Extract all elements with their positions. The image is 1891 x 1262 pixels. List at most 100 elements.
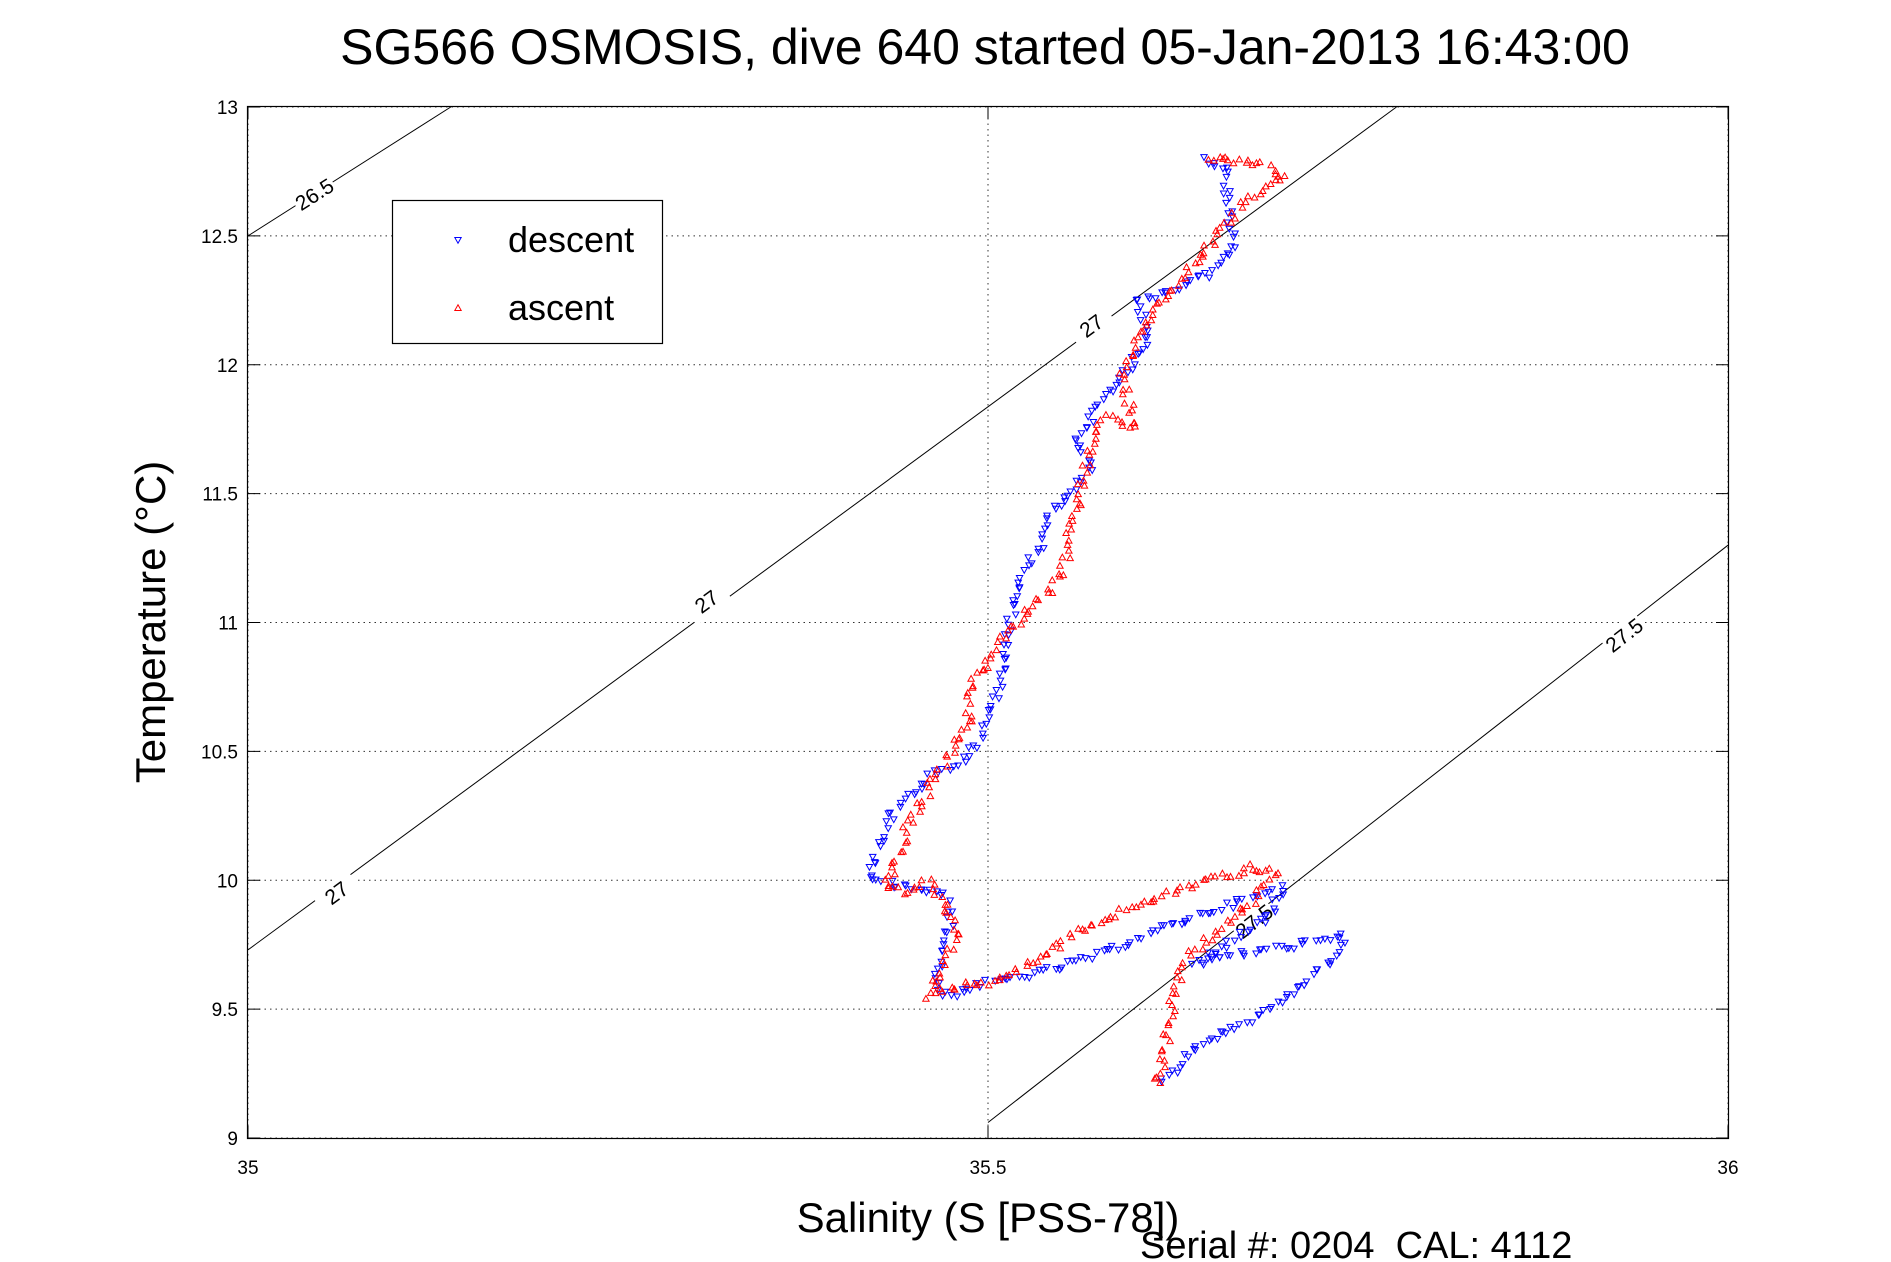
ascent-point — [1079, 476, 1088, 484]
descent-point — [1225, 251, 1234, 260]
ascent-point — [1171, 989, 1181, 997]
ascent-point — [1064, 536, 1073, 544]
descent-point — [986, 706, 995, 714]
ascent-point — [1258, 186, 1267, 195]
ascent-point — [909, 818, 918, 826]
descent-point — [1004, 641, 1013, 650]
descent-point — [999, 641, 1009, 649]
descent-point — [1222, 219, 1231, 227]
descent-point — [1091, 403, 1100, 412]
ascent-point — [1181, 273, 1190, 282]
descent-point — [998, 683, 1007, 692]
descent-point — [1313, 966, 1322, 974]
descent-point — [896, 799, 905, 808]
descent-point — [1271, 942, 1281, 951]
ascent-point — [1020, 605, 1029, 613]
ascent-point — [1230, 912, 1239, 920]
descent-point — [1061, 498, 1070, 506]
descent-point — [1024, 554, 1033, 562]
ascent-point — [1058, 553, 1067, 561]
ascent-point — [936, 973, 945, 981]
ascent-point — [1147, 897, 1156, 906]
descent-point — [888, 877, 897, 886]
ascent-point — [942, 750, 951, 759]
ascent-point — [1226, 872, 1235, 880]
ascent-point — [887, 858, 897, 866]
ascent-point — [963, 688, 972, 696]
ascent-point — [1118, 389, 1127, 398]
ascent-point — [887, 863, 897, 871]
descent-point — [1077, 430, 1086, 438]
ascent-point — [1234, 871, 1243, 879]
ascent-point — [992, 645, 1001, 654]
ascent-point — [1034, 595, 1043, 604]
ascent-point — [1115, 369, 1124, 377]
ascent-point — [1011, 964, 1020, 972]
ascent-point — [1265, 864, 1274, 872]
ascent-point — [1130, 418, 1139, 427]
descent-point — [1235, 928, 1244, 937]
descent-point — [1106, 386, 1115, 395]
ascent-point — [946, 912, 955, 921]
ascent-point — [1178, 958, 1187, 967]
ascent-point — [1198, 945, 1207, 953]
ascent-point — [1165, 286, 1174, 294]
ascent-point — [890, 869, 899, 878]
ascent-point — [1093, 420, 1102, 428]
ascent-point — [1211, 240, 1220, 248]
descent-point — [868, 853, 877, 862]
ascent-point — [906, 810, 915, 818]
ascent-point — [950, 748, 960, 756]
ascent-point — [1078, 925, 1087, 933]
descent-point — [1222, 173, 1231, 182]
ascent-point — [901, 838, 910, 846]
ascent-point — [925, 782, 934, 791]
descent-point — [1259, 1007, 1268, 1015]
ascent-point — [1140, 897, 1149, 905]
descent-point — [1237, 948, 1246, 956]
ascent-point — [1154, 298, 1163, 306]
legend-label-ascent: ascent — [508, 287, 614, 328]
y-axis-label: Temperature (°C) — [127, 461, 174, 784]
ascent-point — [1029, 958, 1038, 967]
descent-point — [1177, 921, 1187, 929]
ascent-point — [1186, 951, 1196, 959]
descent-point — [1153, 927, 1162, 935]
ascent-point — [1083, 446, 1092, 454]
ascent-point — [949, 945, 958, 953]
descent-point — [1084, 413, 1093, 421]
ascent-point — [972, 980, 981, 989]
ascent-point — [1097, 918, 1106, 927]
ascent-point — [1138, 327, 1147, 335]
descent-point — [1191, 1047, 1200, 1055]
chart-title: SG566 OSMOSIS, dive 640 started 05-Jan-2… — [340, 19, 1630, 75]
y-tick-label: 11 — [218, 614, 238, 635]
ascent-point — [889, 857, 899, 865]
descent-point — [1261, 890, 1270, 898]
ascent-point — [1056, 936, 1065, 945]
ascent-point — [928, 976, 937, 984]
descent-point — [1207, 956, 1217, 964]
ascent-point — [1101, 915, 1110, 923]
ascent-point — [1184, 268, 1193, 276]
ascent-point — [943, 762, 952, 770]
ascent-point — [1176, 882, 1185, 891]
descent-point — [1332, 952, 1341, 960]
descent-point — [1253, 919, 1262, 927]
descent-point — [1034, 549, 1043, 557]
ascent-point — [1023, 961, 1032, 969]
descent-point — [884, 810, 893, 818]
descent-point — [1235, 1021, 1244, 1029]
ascent-point — [1223, 916, 1232, 924]
descent-point — [1060, 494, 1069, 502]
descent-point — [1002, 615, 1011, 623]
ascent-point — [1080, 481, 1089, 489]
descent-point — [1109, 388, 1118, 396]
descent-point — [937, 765, 946, 774]
descent-point — [1222, 899, 1232, 907]
ascent-point — [957, 725, 966, 733]
descent-point — [1039, 966, 1048, 975]
ascent-point — [995, 973, 1004, 981]
y-tick-label: 12.5 — [201, 227, 238, 248]
ascent-point — [1195, 257, 1204, 266]
